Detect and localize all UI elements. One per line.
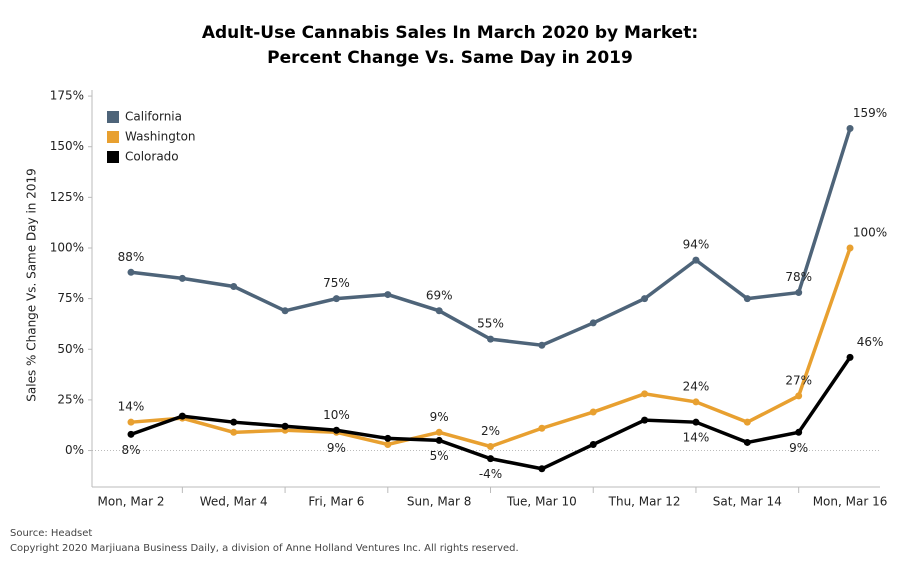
point (127, 430, 135, 438)
data-label: 5% (430, 449, 449, 463)
point (589, 408, 597, 416)
series-line (130, 356, 852, 471)
point (538, 341, 546, 349)
point (435, 436, 443, 444)
point (846, 124, 854, 132)
x-tick-label: Mon, Mar 2 (97, 495, 164, 509)
y-axis-label: Sales % Change Vs. Same Day in 2019 (25, 168, 39, 401)
point (743, 438, 751, 446)
point (332, 295, 340, 303)
data-label: 9% (327, 441, 346, 455)
point (178, 274, 186, 282)
point (846, 244, 854, 252)
point (538, 465, 546, 473)
data-label: 24% (683, 379, 710, 393)
legend-swatch (107, 151, 119, 163)
point (641, 295, 649, 303)
point (332, 426, 340, 434)
x-tick-label: Sat, Mar 14 (713, 495, 782, 509)
data-label: 10% (323, 408, 350, 422)
point (178, 412, 186, 420)
point (846, 353, 854, 361)
point (743, 295, 751, 303)
x-tick-label: Thu, Mar 12 (608, 495, 681, 509)
point (795, 428, 803, 436)
data-label: 78% (785, 270, 812, 284)
y-tick-label: 150% (50, 139, 84, 153)
data-label: 88% (118, 250, 145, 264)
point (795, 289, 803, 297)
y-tick-label: 100% (50, 240, 84, 254)
copyright: Copyright 2020 Marjiuana Business Daily,… (10, 543, 519, 554)
data-label: 9% (789, 441, 808, 455)
y-tick-label: 75% (57, 291, 84, 305)
point (692, 256, 700, 264)
point (538, 424, 546, 432)
point (127, 268, 135, 276)
series-line (130, 247, 852, 449)
point (127, 418, 135, 426)
x-tick-label: Wed, Mar 4 (200, 495, 268, 509)
point (641, 416, 649, 424)
chart-title: Adult-Use Cannabis Sales In March 2020 b… (202, 23, 698, 43)
legend-swatch (107, 111, 119, 123)
data-label: 69% (426, 288, 453, 302)
point (230, 282, 238, 290)
point (281, 422, 289, 430)
point (589, 319, 597, 327)
point (435, 428, 443, 436)
data-label: 94% (683, 238, 710, 252)
y-tick-label: 0% (65, 443, 84, 457)
data-label: 9% (430, 410, 449, 424)
point (384, 434, 392, 442)
point (743, 418, 751, 426)
x-tick-label: Fri, Mar 6 (308, 495, 364, 509)
point (435, 307, 443, 315)
point (384, 440, 392, 448)
x-tick-label: Sun, Mar 8 (407, 495, 472, 509)
point (487, 455, 495, 463)
data-label: 55% (477, 317, 504, 331)
legend-swatch (107, 131, 119, 143)
data-label: 27% (785, 373, 812, 387)
legend-label: Washington (125, 130, 196, 144)
data-label: 75% (323, 276, 350, 290)
point (692, 398, 700, 406)
chart-subtitle: Percent Change Vs. Same Day in 2019 (267, 48, 633, 68)
series-line (130, 127, 852, 348)
data-label: 159% (853, 106, 887, 120)
point (692, 418, 700, 426)
data-label: 100% (853, 225, 887, 239)
point (487, 335, 495, 343)
data-label: 46% (857, 335, 884, 349)
point (795, 392, 803, 400)
point (281, 307, 289, 315)
legend-label: California (125, 110, 182, 124)
data-label: 8% (121, 443, 140, 457)
x-tick-label: Tue, Mar 10 (506, 495, 577, 509)
legend-label: Colorado (125, 150, 179, 164)
point (641, 390, 649, 398)
y-tick-label: 50% (57, 342, 84, 356)
point (230, 418, 238, 426)
point (589, 440, 597, 448)
point (384, 291, 392, 299)
data-label: 2% (481, 424, 500, 438)
data-label: -4% (479, 467, 502, 481)
y-tick-label: 175% (50, 89, 84, 103)
x-tick-label: Mon, Mar 16 (813, 495, 888, 509)
y-tick-label: 125% (50, 190, 84, 204)
data-label: 14% (118, 400, 145, 414)
source: Source: Headset (10, 528, 92, 539)
point (487, 442, 495, 450)
y-tick-label: 25% (57, 392, 84, 406)
data-label: 14% (683, 431, 710, 445)
point (230, 428, 238, 436)
